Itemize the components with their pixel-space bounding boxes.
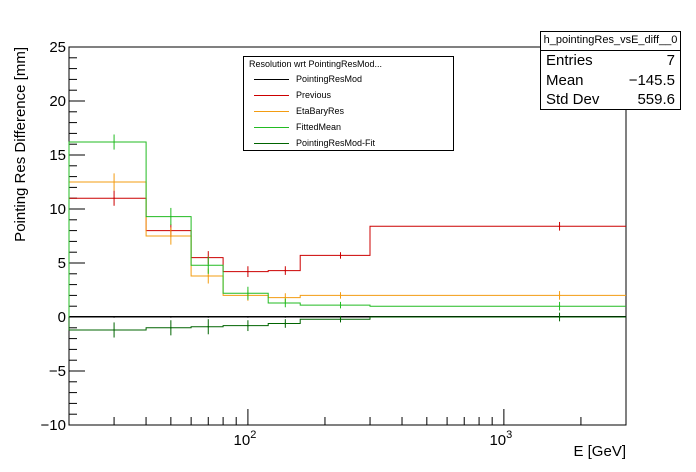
data-point [284,269,287,272]
legend: Resolution wrt PointingResMod... Pointin… [243,56,454,151]
x-tick-label: 102 [234,429,257,449]
legend-label: PointingResMod [296,74,363,84]
legend-item: EtaBaryRes [244,103,453,119]
y-tick-label: 25 [49,39,66,56]
series-line [68,181,626,317]
stats-value: 559.6 [637,91,675,108]
x-axis-title: E [GeV] [573,443,626,460]
legend-header: Resolution wrt PointingResMod... [249,59,383,69]
data-point [247,316,249,318]
stats-label: Entries [546,52,593,69]
y-tick-label: −10 [41,417,66,434]
x-tick-label: 103 [489,429,512,449]
data-point [113,197,115,199]
data-point [284,302,287,304]
legend-swatch [254,142,289,144]
data-point [170,235,172,237]
data-point [207,264,210,266]
data-point [558,294,561,297]
data-point [558,305,561,308]
data-point [247,292,249,295]
legend-item: Previous [244,87,453,103]
data-point [170,316,172,318]
legend-label: EtaBaryRes [296,106,345,116]
legend-swatch [254,110,289,112]
stats-row: Mean −145.5 [541,71,680,91]
y-tick-label: 20 [49,93,66,110]
y-tick-label: 5 [58,255,66,272]
data-point [339,304,342,306]
data-point [207,275,210,277]
stats-value: 7 [666,52,675,69]
stats-value: −145.5 [628,71,675,89]
data-point [339,254,342,257]
series-etabaryres [68,173,626,317]
series-pointingresmod-fit [68,312,626,338]
series-line [68,141,626,317]
data-point [558,316,561,318]
series-previous [68,190,626,317]
series-line [68,197,626,317]
y-axis-title: Pointing Res Difference [mm] [12,47,29,242]
legend-swatch [254,78,289,80]
stats-row: Entries 7 [541,51,680,71]
stats-label: Std Dev [546,91,600,108]
legend-swatch [254,126,289,128]
y-tick-label: 15 [49,147,66,164]
legend-item: PointingResMod-Fit [244,135,453,151]
data-point [247,324,249,327]
legend-item: PointingResMod [244,71,453,87]
stats-title: h_pointingRes_vsE_diff__0 [541,32,680,51]
data-point [284,316,287,318]
y-tick-label: −5 [49,363,66,380]
data-point [207,316,210,318]
y-tick-label: 0 [58,309,66,326]
data-point [558,225,561,228]
legend-label: Previous [296,90,332,100]
stats-row: Std Dev 559.6 [541,90,680,110]
data-point [113,181,115,183]
legend-label: PointingResMod-Fit [296,138,376,148]
data-point [284,296,287,299]
legend-label: FittedMean [296,122,342,132]
data-point [247,270,249,273]
data-point [113,316,115,318]
legend-swatch [254,94,289,96]
data-point [170,215,172,218]
data-point [113,329,115,331]
data-point [170,327,172,329]
series-line [68,316,626,331]
data-point [113,141,115,143]
data-point [339,318,342,320]
data-point [284,322,287,325]
y-tick-label: 10 [49,201,66,218]
legend-item: FittedMean [244,119,453,135]
stats-label: Mean [546,71,584,89]
stats-box: h_pointingRes_vsE_diff__0 Entries 7 Mean… [540,31,681,110]
data-point [339,294,342,297]
series-fittedmean [68,134,626,317]
data-point [207,325,210,328]
